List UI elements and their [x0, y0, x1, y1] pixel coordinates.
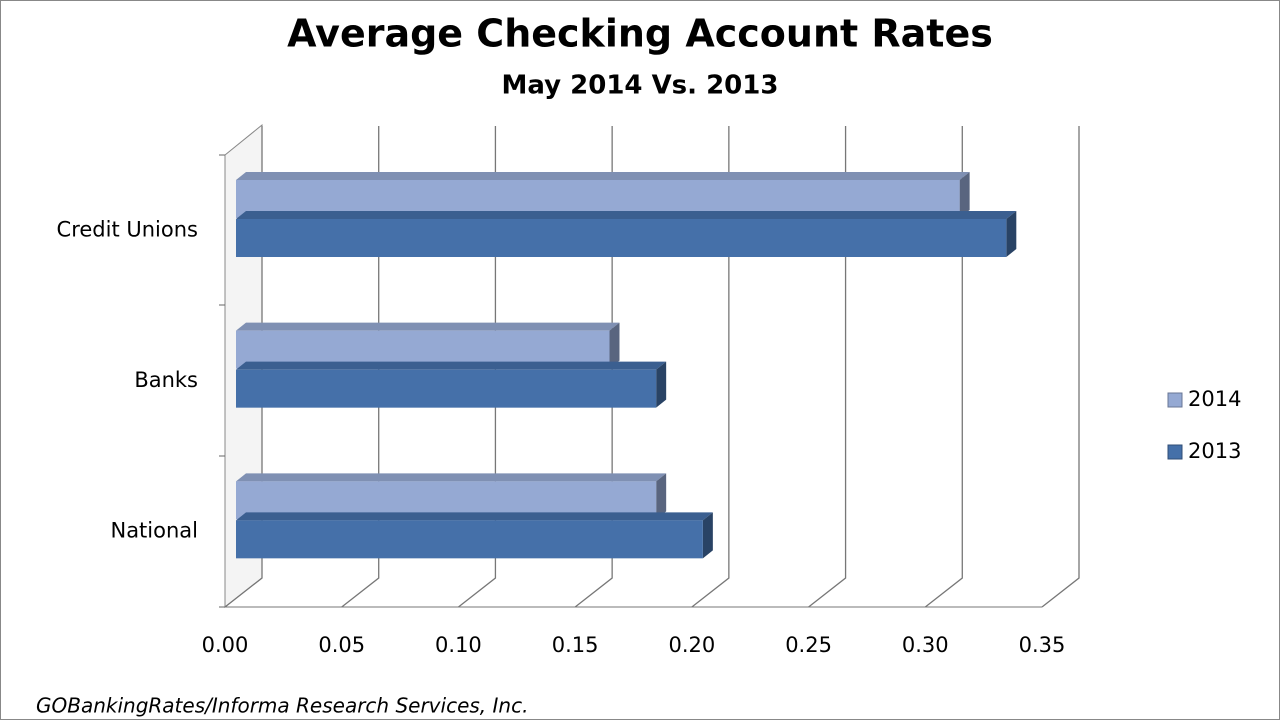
x-tick-label: 0.25: [785, 633, 832, 657]
chart-title: Average Checking Account Rates: [287, 12, 993, 56]
bar-front: [236, 219, 1007, 257]
grid-line: [574, 126, 613, 608]
bar-side: [656, 473, 667, 520]
bar-side: [702, 512, 713, 559]
legend-label: 2013: [1188, 439, 1241, 463]
bar: [236, 361, 667, 408]
bar: [236, 512, 713, 559]
grid-line: [808, 126, 847, 608]
x-tick-label: 0.05: [318, 633, 365, 657]
bar: [236, 211, 1017, 257]
source-note: GOBankingRates/Informa Research Services…: [36, 694, 528, 718]
bar-top: [236, 172, 970, 180]
bar-side: [959, 172, 970, 218]
x-tick-label: 0.30: [902, 633, 949, 657]
legend-label: 2014: [1188, 387, 1241, 411]
x-tick-label: 0.35: [1019, 633, 1066, 657]
bar-top: [236, 512, 713, 521]
chart-subtitle: May 2014 Vs. 2013: [502, 71, 779, 101]
bar-front: [236, 369, 657, 408]
category-label: Credit Unions: [57, 217, 198, 241]
bar-top: [236, 322, 620, 331]
x-tick-label: 0.10: [435, 633, 482, 657]
bar-side: [656, 361, 667, 408]
x-tick-label: 0.00: [202, 633, 249, 657]
grid-line: [341, 126, 380, 608]
category-label: Banks: [134, 368, 198, 392]
grid-line: [691, 126, 730, 608]
legend-swatch: [1167, 392, 1183, 408]
grid-line: [458, 126, 497, 608]
category-label: National: [110, 519, 198, 543]
x-tick-label: 0.15: [552, 633, 599, 657]
x-tick-label: 0.20: [668, 633, 715, 657]
grid-line: [224, 126, 263, 608]
bar-front: [236, 520, 703, 559]
legend-swatch: [1167, 444, 1183, 460]
bar-top: [236, 473, 667, 482]
grid-line: [924, 126, 963, 608]
bar-side: [1006, 211, 1017, 257]
grid-line: [1041, 126, 1080, 608]
bar-top: [236, 211, 1017, 219]
bar-side: [609, 322, 620, 369]
bar-top: [236, 361, 667, 370]
